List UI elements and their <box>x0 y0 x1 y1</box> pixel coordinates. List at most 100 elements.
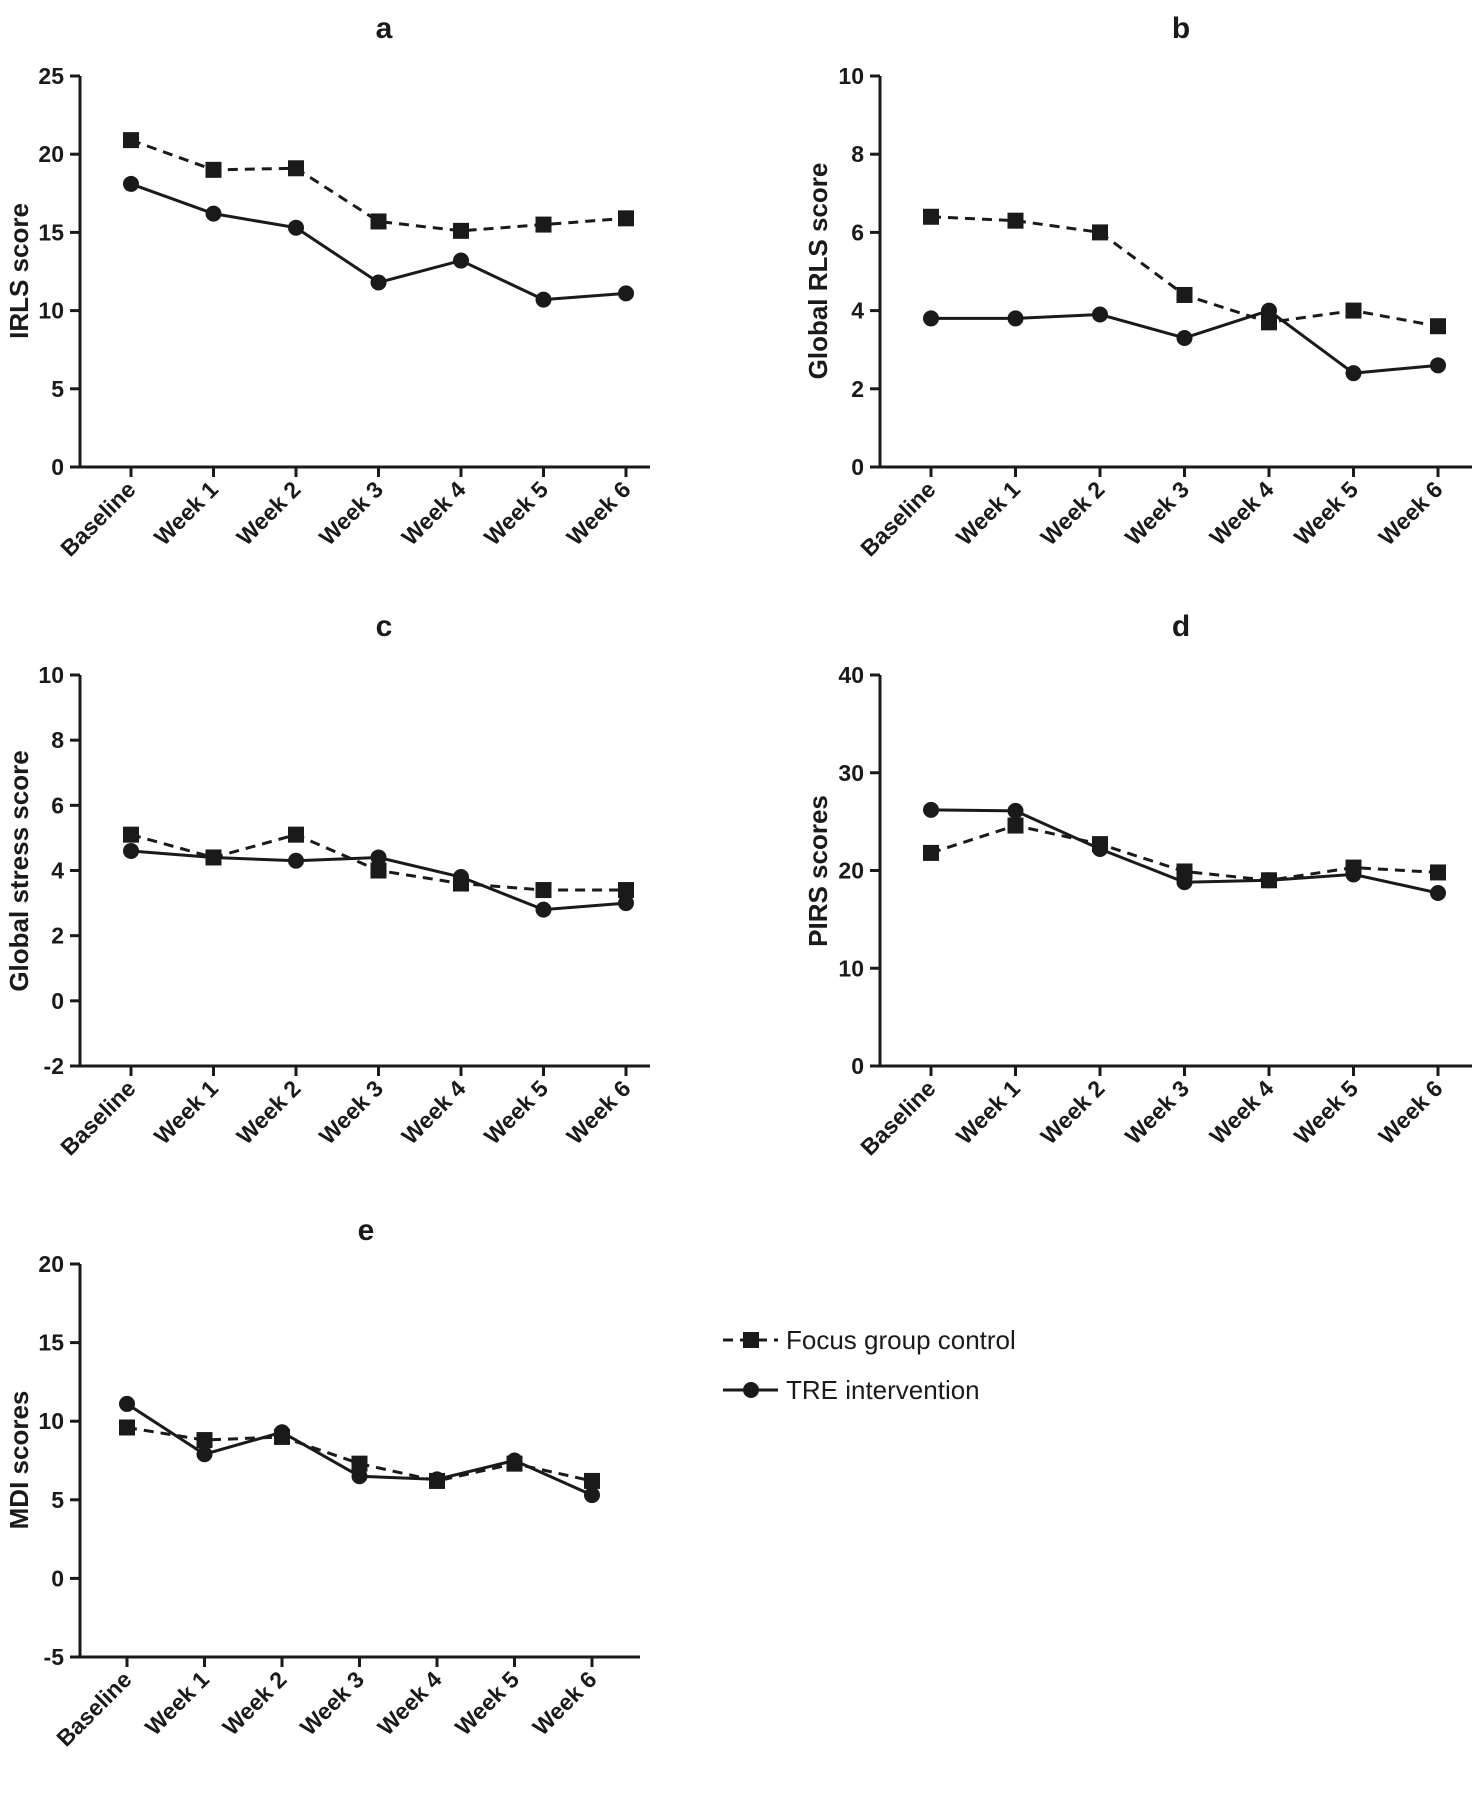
x-tick-label-c: Week 1 <box>149 1075 223 1149</box>
control-point-a <box>205 161 222 178</box>
y-tick-label-a: 20 <box>38 141 64 167</box>
y-tick-label-a: 25 <box>38 63 64 89</box>
control-point-a <box>453 222 469 239</box>
intervention-point-b <box>1261 302 1277 319</box>
y-tick-label-d: 20 <box>838 858 864 884</box>
control-point-a <box>618 210 634 227</box>
control-point-b <box>1092 224 1108 241</box>
control-point-b <box>1430 318 1446 335</box>
x-tick-label-b: Week 2 <box>1035 476 1109 550</box>
x-tick-label-e: Week 3 <box>295 1666 369 1740</box>
control-point-e <box>196 1432 213 1449</box>
x-tick-label-a: Week 3 <box>314 476 388 550</box>
x-tick-label-e: Week 2 <box>217 1666 291 1740</box>
y-tick-label-b: 4 <box>851 298 864 324</box>
y-tick-label-a: 10 <box>38 298 64 324</box>
y-tick-label-b: 6 <box>851 219 864 245</box>
y-tick-label-c: 4 <box>51 858 64 884</box>
intervention-point-b <box>1176 329 1193 346</box>
intervention-point-d <box>1007 802 1024 819</box>
control-point-b <box>1176 286 1193 303</box>
y-tick-label-c: 10 <box>38 662 64 688</box>
intervention-point-c <box>370 849 387 866</box>
x-tick-label-a: Baseline <box>55 476 140 561</box>
control-point-a <box>370 213 387 230</box>
intervention-point-c <box>288 852 304 869</box>
x-tick-label-b: Week 6 <box>1373 476 1447 550</box>
y-tick-label-a: 15 <box>38 219 64 245</box>
intervention-point-e <box>506 1452 523 1469</box>
y-tick-label-d: 40 <box>838 662 864 688</box>
intervention-point-a <box>205 205 222 222</box>
y-tick-label-b: 0 <box>851 454 864 480</box>
control-point-b <box>1345 302 1362 319</box>
x-tick-label-e: Week 4 <box>372 1666 446 1740</box>
intervention-point-b <box>1345 365 1362 382</box>
control-point-b <box>1261 314 1277 331</box>
control-line-b <box>930 215 1439 328</box>
intervention-point-c <box>123 842 139 859</box>
y-axis-title-b: Global RLS score <box>803 163 833 380</box>
control-point-d <box>923 844 939 861</box>
x-tick-label-a: Week 2 <box>231 476 305 550</box>
intervention-point-b <box>1007 310 1024 327</box>
y-tick-label-c: 2 <box>51 923 64 949</box>
intervention-point-a <box>618 285 634 302</box>
x-tick-label-b: Baseline <box>855 476 940 561</box>
x-tick-label-b: Week 4 <box>1204 476 1278 550</box>
control-point-a <box>535 216 552 233</box>
x-tick-label-d: Week 5 <box>1289 1075 1363 1149</box>
control-point-b <box>1007 212 1024 229</box>
y-axis-title-a: IRLS score <box>4 203 34 339</box>
intervention-point-a <box>288 219 304 236</box>
intervention-point-a <box>370 274 387 291</box>
x-tick-label-a: Week 6 <box>561 476 635 550</box>
y-tick-label-a: 5 <box>51 376 64 402</box>
x-tick-label-a: Week 5 <box>479 476 553 550</box>
y-tick-label-e: -5 <box>44 1644 65 1670</box>
intervention-point-a <box>123 175 139 192</box>
x-tick-label-c: Week 4 <box>396 1075 470 1149</box>
y-tick-label-c: 6 <box>51 792 64 818</box>
intervention-point-e <box>584 1487 600 1504</box>
y-tick-label-c: 0 <box>51 988 64 1014</box>
intervention-point-e <box>351 1468 368 1485</box>
control-point-c <box>370 862 387 879</box>
y-tick-label-e: 20 <box>38 1251 64 1277</box>
intervention-point-b <box>1092 306 1108 323</box>
x-tick-label-d: Baseline <box>855 1075 940 1160</box>
y-tick-label-d: 30 <box>838 760 864 786</box>
intervention-point-e <box>429 1471 445 1488</box>
panel-title-a: a <box>376 12 393 45</box>
intervention-point-a <box>453 252 469 269</box>
intervention-point-e <box>274 1424 290 1441</box>
x-tick-label-a: Week 4 <box>396 476 470 550</box>
y-tick-label-c: 8 <box>51 727 64 753</box>
intervention-point-d <box>1345 866 1362 883</box>
x-tick-label-d: Week 3 <box>1120 1075 1194 1149</box>
intervention-point-d <box>1430 884 1446 901</box>
y-tick-label-c: -2 <box>44 1053 64 1079</box>
panel-title-d: d <box>1172 610 1190 643</box>
intervention-point-c <box>618 895 634 912</box>
control-point-c <box>288 826 304 843</box>
x-tick-label-e: Baseline <box>51 1666 136 1751</box>
y-tick-label-e: 5 <box>51 1487 64 1513</box>
x-tick-label-d: Week 1 <box>951 1075 1025 1149</box>
intervention-point-e <box>196 1446 213 1463</box>
x-tick-label-c: Week 6 <box>561 1075 635 1149</box>
x-tick-label-d: Week 6 <box>1373 1075 1447 1149</box>
control-point-c <box>618 882 634 899</box>
y-tick-label-e: 0 <box>51 1565 64 1591</box>
y-tick-label-e: 15 <box>38 1330 64 1356</box>
x-tick-label-d: Week 2 <box>1035 1075 1109 1149</box>
y-tick-label-b: 8 <box>851 141 864 167</box>
intervention-point-b <box>923 310 939 327</box>
y-tick-label-d: 0 <box>851 1053 864 1079</box>
